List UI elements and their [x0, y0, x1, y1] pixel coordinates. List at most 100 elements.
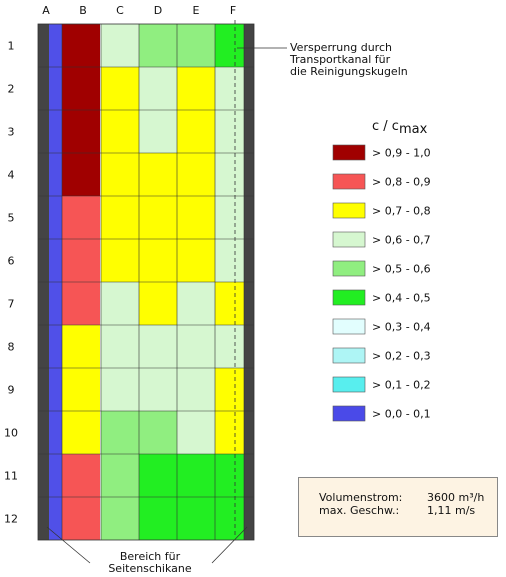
legend-label: > 0,5 - 0,6: [372, 263, 431, 276]
grid-cell: [62, 497, 100, 540]
annotation-bottom-line-2: Seitenschikane: [108, 562, 192, 575]
grid-cell: [177, 110, 215, 153]
legend-swatch: [332, 260, 366, 277]
grid-cell: [177, 411, 215, 454]
annotation-leader-bottom-left: [46, 526, 91, 564]
grid-cell: [177, 325, 215, 368]
grid-lines: [37, 23, 255, 541]
speed-label: max. Geschw.:: [319, 504, 400, 517]
flow-value: 3600 m³/h: [427, 491, 485, 504]
grid-cell: [62, 110, 100, 153]
column-label: B: [79, 4, 87, 17]
grid-cell: [139, 454, 177, 497]
grid-cell: [62, 67, 100, 110]
row-label: 8: [8, 341, 15, 354]
grid-cell: [101, 196, 139, 239]
annotation-bottom-line-1: Bereich für: [120, 550, 181, 563]
row-label: 2: [8, 83, 15, 96]
column-label: F: [230, 4, 236, 17]
grid-cell: [177, 196, 215, 239]
legend-label: > 0,6 - 0,7: [372, 234, 431, 247]
row-label: 9: [8, 384, 15, 397]
grid-cell: [62, 454, 100, 497]
grid-cell: [101, 239, 139, 282]
grid-cell: [101, 325, 139, 368]
legend-label: > 0,8 - 0,9: [372, 176, 431, 189]
grid-cell: [139, 24, 177, 67]
annotation-leader-bottom-right: [211, 526, 248, 564]
grid-cell: [62, 196, 100, 239]
legend-label: > 0,2 - 0,3: [372, 350, 431, 363]
grid-cell: [101, 24, 139, 67]
grid-cell: [101, 411, 139, 454]
grid-cell: [101, 497, 139, 540]
grid-cell: [62, 282, 100, 325]
annotation-top-line-2: Transportkanal für: [289, 53, 391, 66]
legend: c / cmax > 0,9 - 1,0 > 0,8 - 0,9 > 0,7 - 0…: [332, 119, 431, 422]
grid-cell: [139, 497, 177, 540]
grid-cell: [62, 368, 100, 411]
legend-label: > 0,0 - 0,1: [372, 408, 431, 421]
column-label: D: [154, 4, 162, 17]
grid-cell: [101, 67, 139, 110]
column-label: A: [42, 4, 50, 17]
flow-info-box: Volumenstrom: 3600 m³/h max. Geschw.: 1,…: [298, 477, 498, 537]
grid-cell: [139, 368, 177, 411]
grid-cell: [139, 196, 177, 239]
legend-swatch: [332, 318, 366, 335]
legend-label: > 0,7 - 0,8: [372, 205, 431, 218]
legend-swatch: [332, 405, 366, 422]
legend-items: > 0,9 - 1,0 > 0,8 - 0,9 > 0,7 - 0,8 > 0,6 -…: [332, 144, 431, 422]
grid-cell: [177, 67, 215, 110]
grid-cell: [177, 282, 215, 325]
legend-title-sub: max: [399, 122, 428, 137]
grid-cells: [62, 24, 253, 540]
row-label: 10: [4, 427, 18, 440]
grid-cell: [139, 325, 177, 368]
grid-cell: [177, 454, 215, 497]
legend-swatch: [332, 376, 366, 393]
grid-cell: [62, 325, 100, 368]
row-label: 11: [4, 470, 18, 483]
annotation-top-line-1: Versperrung durch: [290, 41, 392, 54]
grid-cell: [177, 153, 215, 196]
grid-cell: [62, 411, 100, 454]
grid-cell: [101, 454, 139, 497]
grid-cell: [139, 282, 177, 325]
legend-swatch: [332, 289, 366, 306]
grid-cell: [177, 24, 215, 67]
grid-cell: [139, 411, 177, 454]
row-label: 3: [8, 126, 15, 139]
legend-label: > 0,4 - 0,5: [372, 292, 431, 305]
row-label: 4: [8, 169, 15, 182]
grid-cell: [62, 239, 100, 282]
legend-swatch: [332, 347, 366, 364]
grid-cell: [177, 368, 215, 411]
grid-cell: [139, 110, 177, 153]
grid-cell: [139, 239, 177, 282]
grid-cell: [101, 153, 139, 196]
row-label: 5: [8, 212, 15, 225]
column-label: E: [193, 4, 200, 17]
row-label: 12: [4, 513, 18, 526]
grid-cell: [101, 110, 139, 153]
legend-swatch: [332, 144, 366, 161]
row-label: 6: [8, 255, 15, 268]
legend-label: > 0,3 - 0,4: [372, 321, 431, 334]
column-labels: A B C D E F: [42, 4, 236, 17]
legend-label: > 0,1 - 0,2: [372, 379, 431, 392]
grid-cell: [139, 153, 177, 196]
annotation-top-line-3: die Reinigungskugeln: [290, 65, 408, 78]
legend-swatch: [332, 202, 366, 219]
grid-cell: [177, 497, 215, 540]
grid-cell: [139, 67, 177, 110]
legend-swatch: [332, 231, 366, 248]
speed-value: 1,11 m/s: [427, 504, 476, 517]
legend-label: > 0,9 - 1,0: [372, 147, 431, 160]
grid-cell: [177, 239, 215, 282]
legend-title-main: c / c: [372, 119, 399, 134]
column-label: C: [116, 4, 124, 17]
legend-swatch: [332, 173, 366, 190]
